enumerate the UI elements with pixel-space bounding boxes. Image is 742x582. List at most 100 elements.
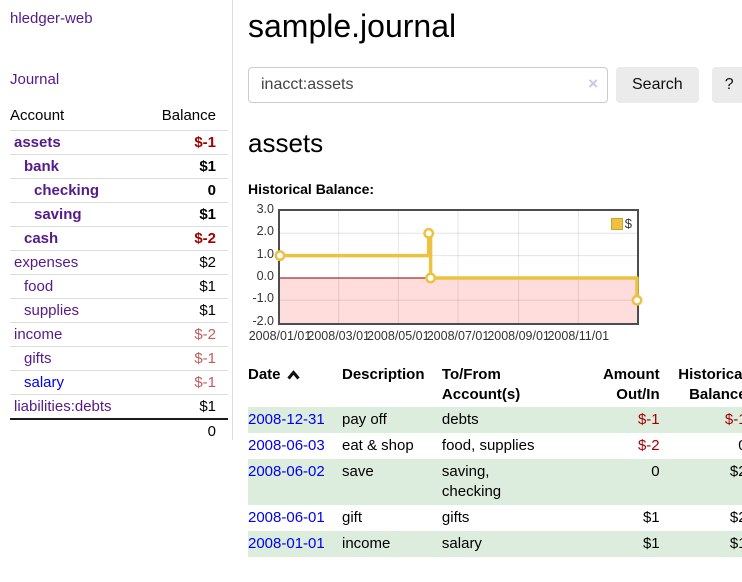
account-balance: $-1 bbox=[142, 347, 228, 371]
hledger-web-app: hledger-web Journal Account Balance asse… bbox=[0, 0, 742, 557]
account-row-liabilities-debts: liabilities:debts $1 bbox=[10, 395, 228, 420]
transaction-description: gift bbox=[342, 505, 442, 531]
historical-balance-chart: 3.0 2.0 1.0 0.0 -1.0 -2.0 bbox=[248, 205, 742, 345]
column-header-historical-balance: HistoricalBalance bbox=[660, 363, 742, 407]
search-field-wrap: × bbox=[248, 67, 608, 103]
account-balance: $1 bbox=[142, 203, 228, 227]
transaction-date-link[interactable]: 2008-01-01 bbox=[248, 535, 325, 552]
legend-label: $ bbox=[625, 216, 632, 231]
account-row-cash: cash $-2 bbox=[10, 227, 228, 251]
column-header-date[interactable]: Date bbox=[248, 363, 342, 407]
y-tick-label: 2.0 bbox=[248, 223, 274, 239]
page-title: sample.journal bbox=[248, 6, 742, 46]
transaction-description: eat & shop bbox=[342, 433, 442, 459]
y-tick-label: 3.0 bbox=[248, 201, 274, 217]
x-tick-label: 2008/11/01 bbox=[547, 329, 609, 343]
x-tick-label: 2008/07/01 bbox=[427, 329, 490, 343]
y-tick-label: 1.0 bbox=[248, 246, 274, 262]
transaction-balance: $2 bbox=[660, 505, 742, 531]
account-link-salary[interactable]: salary bbox=[24, 374, 64, 391]
clear-search-icon[interactable]: × bbox=[588, 74, 598, 94]
account-link-expenses[interactable]: expenses bbox=[14, 254, 78, 271]
account-balance: $1 bbox=[142, 155, 228, 179]
account-balance: $-1 bbox=[142, 371, 228, 395]
account-balance: $2 bbox=[142, 251, 228, 275]
transaction-date-link[interactable]: 2008-06-01 bbox=[248, 509, 325, 526]
account-link-checking[interactable]: checking bbox=[34, 182, 99, 199]
main-content: sample.journal × Search ? assets Histori… bbox=[233, 0, 742, 557]
transaction-date-link[interactable]: 2008-06-03 bbox=[248, 437, 325, 454]
x-tick-label: 2008/09/01 bbox=[487, 329, 550, 343]
account-row-checking: checking 0 bbox=[10, 179, 228, 203]
accounts-total-row: 0 bbox=[10, 419, 228, 443]
transaction-amount: $1 bbox=[576, 531, 659, 557]
y-tick-label: -1.0 bbox=[248, 290, 274, 306]
account-row-gifts: gifts $-1 bbox=[10, 347, 228, 371]
chart-canvas bbox=[280, 211, 637, 323]
transaction-row: 2008-01-01 income salary $1 $1 bbox=[248, 531, 742, 557]
sort-ascending-icon[interactable] bbox=[287, 370, 300, 380]
account-link-bank[interactable]: bank bbox=[24, 158, 59, 175]
transaction-row: 2008-06-01 gift gifts $1 $2 bbox=[248, 505, 742, 531]
transaction-date-link[interactable]: 2008-12-31 bbox=[248, 411, 325, 428]
chart-legend: $ bbox=[611, 216, 632, 231]
account-link-food[interactable]: food bbox=[24, 278, 53, 295]
accounts-total-value: 0 bbox=[142, 419, 228, 443]
account-row-assets: assets $-1 bbox=[10, 131, 228, 155]
account-link-liabilities-debts[interactable]: liabilities:debts bbox=[14, 398, 112, 415]
transaction-accounts: saving, checking bbox=[442, 459, 576, 505]
accounts-header-row: Account Balance bbox=[10, 104, 228, 131]
account-balance: $1 bbox=[142, 299, 228, 323]
transaction-accounts: gifts bbox=[442, 505, 576, 531]
account-link-gifts[interactable]: gifts bbox=[24, 350, 52, 367]
account-link-income[interactable]: income bbox=[14, 326, 62, 343]
transaction-date-link[interactable]: 2008-06-02 bbox=[248, 463, 325, 480]
account-heading: assets bbox=[248, 128, 742, 159]
transaction-description: income bbox=[342, 531, 442, 557]
account-balance: $-2 bbox=[142, 323, 228, 347]
transaction-row: 2008-06-03 eat & shop food, supplies $-2… bbox=[248, 433, 742, 459]
transaction-amount: $-1 bbox=[576, 407, 659, 433]
search-button[interactable]: Search bbox=[616, 67, 699, 103]
account-balance: $-2 bbox=[142, 227, 228, 251]
account-balance: 0 bbox=[142, 179, 228, 203]
accounts-header-account: Account bbox=[10, 104, 142, 131]
column-header-tofrom-accounts: To/FromAccount(s) bbox=[442, 363, 576, 407]
account-link-assets[interactable]: assets bbox=[14, 134, 61, 151]
search-input[interactable] bbox=[248, 67, 608, 103]
x-tick-label: 2008/03/01 bbox=[307, 329, 370, 343]
transaction-description: pay off bbox=[342, 407, 442, 433]
account-row-salary: salary $-1 bbox=[10, 371, 228, 395]
transaction-balance: $-1 bbox=[660, 407, 742, 433]
transaction-accounts: debts bbox=[442, 407, 576, 433]
account-balance: $-1 bbox=[142, 131, 228, 155]
transaction-amount: 0 bbox=[576, 459, 659, 505]
transaction-accounts: food, supplies bbox=[442, 433, 576, 459]
account-link-saving[interactable]: saving bbox=[34, 206, 82, 223]
chart-plot-area: $ bbox=[278, 209, 639, 325]
y-tick-label: -2.0 bbox=[248, 313, 274, 329]
transaction-balance: $2 bbox=[660, 459, 742, 505]
chart-title: Historical Balance: bbox=[248, 181, 742, 197]
x-tick-label: 2008/01/01 bbox=[249, 329, 312, 343]
account-row-income: income $-2 bbox=[10, 323, 228, 347]
transactions-table: Date Description To/FromAccount(s) Amoun… bbox=[248, 363, 742, 557]
sidebar: hledger-web Journal Account Balance asse… bbox=[0, 0, 233, 440]
account-balance: $1 bbox=[142, 395, 228, 420]
search-bar: × Search ? bbox=[248, 67, 742, 103]
app-title-link[interactable]: hledger-web bbox=[10, 10, 93, 27]
account-link-supplies[interactable]: supplies bbox=[24, 302, 79, 319]
account-link-cash[interactable]: cash bbox=[24, 230, 58, 247]
transaction-accounts: salary bbox=[442, 531, 576, 557]
transaction-amount: $-2 bbox=[576, 433, 659, 459]
transaction-description: save bbox=[342, 459, 442, 505]
help-button[interactable]: ? bbox=[712, 67, 742, 103]
transactions-header-row: Date Description To/FromAccount(s) Amoun… bbox=[248, 363, 742, 407]
accounts-header-balance: Balance bbox=[142, 104, 228, 131]
column-header-description: Description bbox=[342, 363, 442, 407]
accounts-balance-table: Account Balance assets $-1 bank $1 check… bbox=[10, 104, 228, 443]
account-row-expenses: expenses $2 bbox=[10, 251, 228, 275]
sidebar-item-journal[interactable]: Journal bbox=[10, 71, 59, 88]
x-tick-label: 2008/05/01 bbox=[367, 329, 430, 343]
account-balance: $1 bbox=[142, 275, 228, 299]
